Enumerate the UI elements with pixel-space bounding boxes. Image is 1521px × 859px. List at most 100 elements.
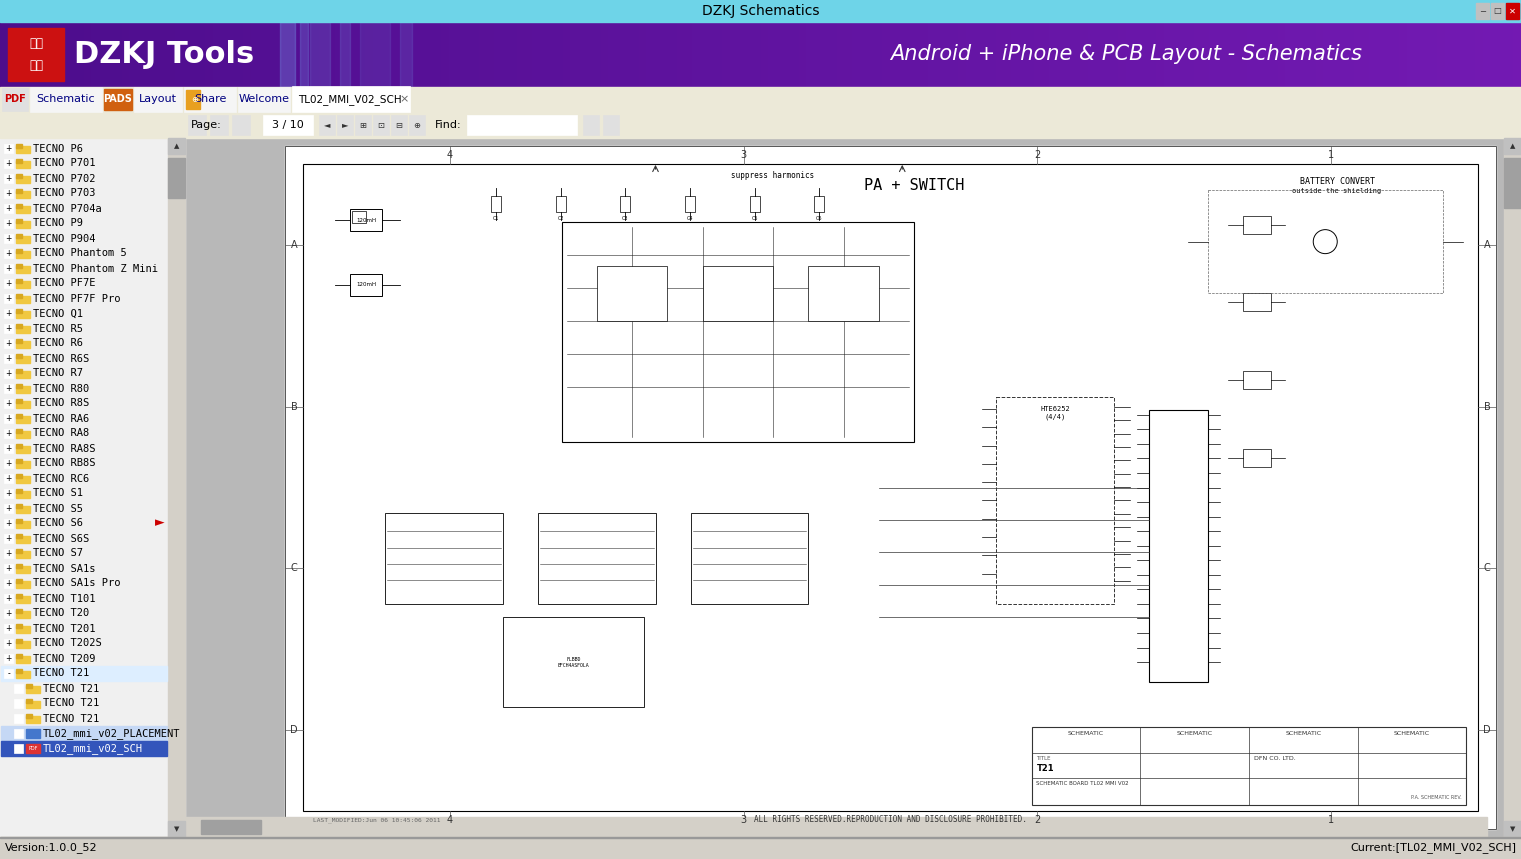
Bar bbox=[303, 164, 1478, 811]
Bar bbox=[920, 22, 929, 87]
Text: TECNO Q1: TECNO Q1 bbox=[33, 308, 84, 319]
Bar bbox=[280, 22, 295, 87]
Text: ▲: ▲ bbox=[173, 143, 179, 149]
Bar bbox=[14, 744, 23, 753]
Text: ✕: ✕ bbox=[1509, 7, 1516, 15]
Bar bbox=[1072, 22, 1081, 87]
Text: SAW FILTER: SAW FILTER bbox=[528, 696, 595, 706]
Bar bbox=[1285, 22, 1294, 87]
Text: T21: T21 bbox=[1036, 764, 1054, 772]
Bar bbox=[5, 144, 14, 153]
Text: Layout: Layout bbox=[138, 94, 176, 105]
Bar bbox=[935, 22, 945, 87]
Bar bbox=[1384, 22, 1393, 87]
Bar bbox=[17, 504, 21, 508]
Bar bbox=[184, 87, 236, 112]
Bar bbox=[707, 22, 716, 87]
Text: 1: 1 bbox=[1328, 150, 1334, 160]
Bar bbox=[5, 264, 14, 273]
Text: ×: × bbox=[400, 94, 409, 105]
Bar bbox=[467, 115, 576, 135]
Bar bbox=[189, 115, 205, 135]
Bar bbox=[951, 22, 960, 87]
Bar bbox=[426, 22, 435, 87]
Bar bbox=[1475, 3, 1489, 19]
Bar bbox=[17, 354, 21, 358]
Bar bbox=[17, 281, 30, 288]
Bar bbox=[859, 22, 868, 87]
Bar bbox=[17, 251, 30, 258]
Bar bbox=[479, 22, 488, 87]
Bar bbox=[1049, 22, 1059, 87]
Bar bbox=[26, 699, 32, 703]
Bar bbox=[1445, 22, 1454, 87]
Bar bbox=[532, 22, 541, 87]
Bar bbox=[601, 22, 610, 87]
Bar bbox=[583, 115, 599, 135]
Text: 1: 1 bbox=[1328, 815, 1334, 825]
Bar bbox=[26, 744, 40, 753]
Bar bbox=[715, 22, 724, 87]
Bar bbox=[487, 22, 496, 87]
Bar bbox=[1202, 22, 1211, 87]
Text: TECNO R80: TECNO R80 bbox=[33, 383, 90, 393]
Bar bbox=[17, 279, 21, 283]
Bar bbox=[799, 22, 808, 87]
Text: TECNO T21: TECNO T21 bbox=[43, 714, 99, 723]
Bar bbox=[342, 22, 351, 87]
Bar bbox=[17, 161, 30, 168]
Bar bbox=[692, 22, 701, 87]
Bar bbox=[17, 324, 21, 328]
Bar bbox=[17, 296, 30, 303]
Text: 3 / 10: 3 / 10 bbox=[272, 120, 304, 130]
Bar bbox=[0, 87, 1521, 112]
Text: +: + bbox=[5, 639, 12, 648]
Bar bbox=[17, 236, 30, 243]
Bar bbox=[186, 90, 199, 109]
Text: A: A bbox=[291, 240, 297, 250]
Bar bbox=[221, 22, 230, 87]
Bar bbox=[1217, 22, 1226, 87]
Bar bbox=[388, 22, 397, 87]
Bar bbox=[411, 22, 420, 87]
Text: 科技: 科技 bbox=[29, 58, 43, 71]
Bar bbox=[17, 339, 21, 343]
Bar bbox=[17, 534, 21, 538]
Bar bbox=[99, 22, 108, 87]
Bar bbox=[17, 399, 21, 403]
Bar bbox=[17, 431, 30, 438]
Text: SCHEMATIC BOARD TL02 MMI V02: SCHEMATIC BOARD TL02 MMI V02 bbox=[1036, 781, 1129, 786]
Text: +: + bbox=[5, 189, 12, 198]
Text: Android + iPhone & PCB Layout - Schematics: Android + iPhone & PCB Layout - Schemati… bbox=[890, 45, 1361, 64]
Text: suppress harmonics: suppress harmonics bbox=[732, 172, 815, 180]
Text: ▼: ▼ bbox=[173, 826, 179, 832]
Text: SCHEMATIC: SCHEMATIC bbox=[1176, 731, 1212, 736]
Text: +: + bbox=[5, 234, 12, 243]
Bar bbox=[17, 461, 30, 468]
Bar bbox=[61, 22, 70, 87]
Text: Find:: Find: bbox=[435, 120, 462, 130]
Text: ⊟: ⊟ bbox=[395, 120, 403, 130]
Bar bbox=[263, 115, 313, 135]
Bar bbox=[578, 22, 587, 87]
Bar bbox=[1011, 22, 1021, 87]
Bar bbox=[210, 115, 228, 135]
Bar bbox=[928, 22, 937, 87]
Bar bbox=[555, 197, 566, 212]
Bar bbox=[890, 22, 899, 87]
Bar bbox=[1156, 22, 1165, 87]
Bar bbox=[17, 609, 21, 613]
Bar bbox=[5, 444, 14, 453]
Bar bbox=[17, 566, 30, 573]
Bar bbox=[5, 549, 14, 558]
Bar bbox=[14, 714, 23, 723]
Bar bbox=[17, 446, 30, 453]
Text: C: C bbox=[291, 564, 298, 573]
Bar bbox=[0, 138, 186, 837]
Bar bbox=[17, 429, 21, 433]
Bar bbox=[753, 22, 762, 87]
Bar bbox=[913, 22, 922, 87]
Text: +: + bbox=[5, 174, 12, 183]
Bar bbox=[68, 22, 78, 87]
Bar bbox=[38, 22, 47, 87]
